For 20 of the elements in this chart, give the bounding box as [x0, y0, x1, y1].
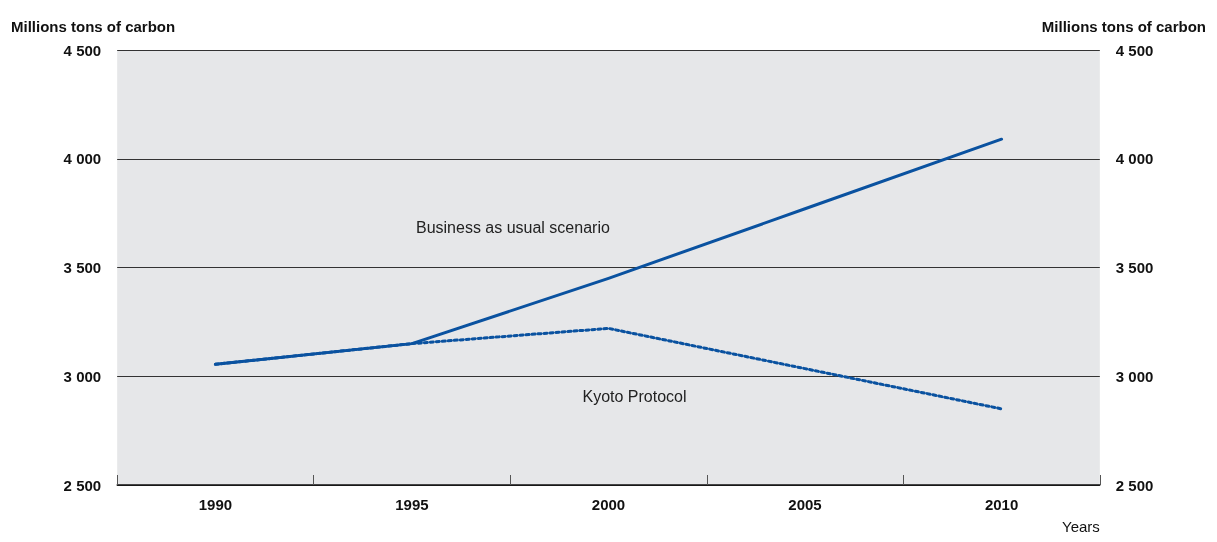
y-tick-label: 3 500	[63, 259, 102, 276]
y-tick-label: 3 000	[63, 367, 102, 385]
y2-tick-label: 4 000	[1115, 150, 1154, 168]
y-tick-label: 2 500	[63, 476, 102, 494]
x-tick-label: 1995	[395, 496, 429, 513]
y2-axis-title: Millions tons of carbon	[1041, 18, 1207, 35]
x-tick-label: 2005	[788, 496, 822, 513]
text: Kyoto Protocol	[582, 387, 687, 405]
y2-tick-label: 3 500	[1115, 259, 1154, 276]
x-tick-label: 2000	[591, 496, 626, 513]
y-tick-label: 4 500	[63, 41, 102, 59]
y2-tick-label: 2 500	[1115, 476, 1154, 494]
y2-tick-label: 3 000	[1115, 367, 1154, 385]
y-axis-title: Millions tons of carbon	[10, 18, 176, 35]
x-axis-title: Years	[1062, 518, 1100, 535]
y2-tick-label: 4 500	[1115, 41, 1154, 59]
y-tick-label: 4 000	[63, 150, 102, 168]
x-tick-label: 2010	[984, 496, 1019, 513]
x-tick-label: 1990	[198, 496, 233, 513]
text: Business as usual scenario	[415, 219, 610, 237]
